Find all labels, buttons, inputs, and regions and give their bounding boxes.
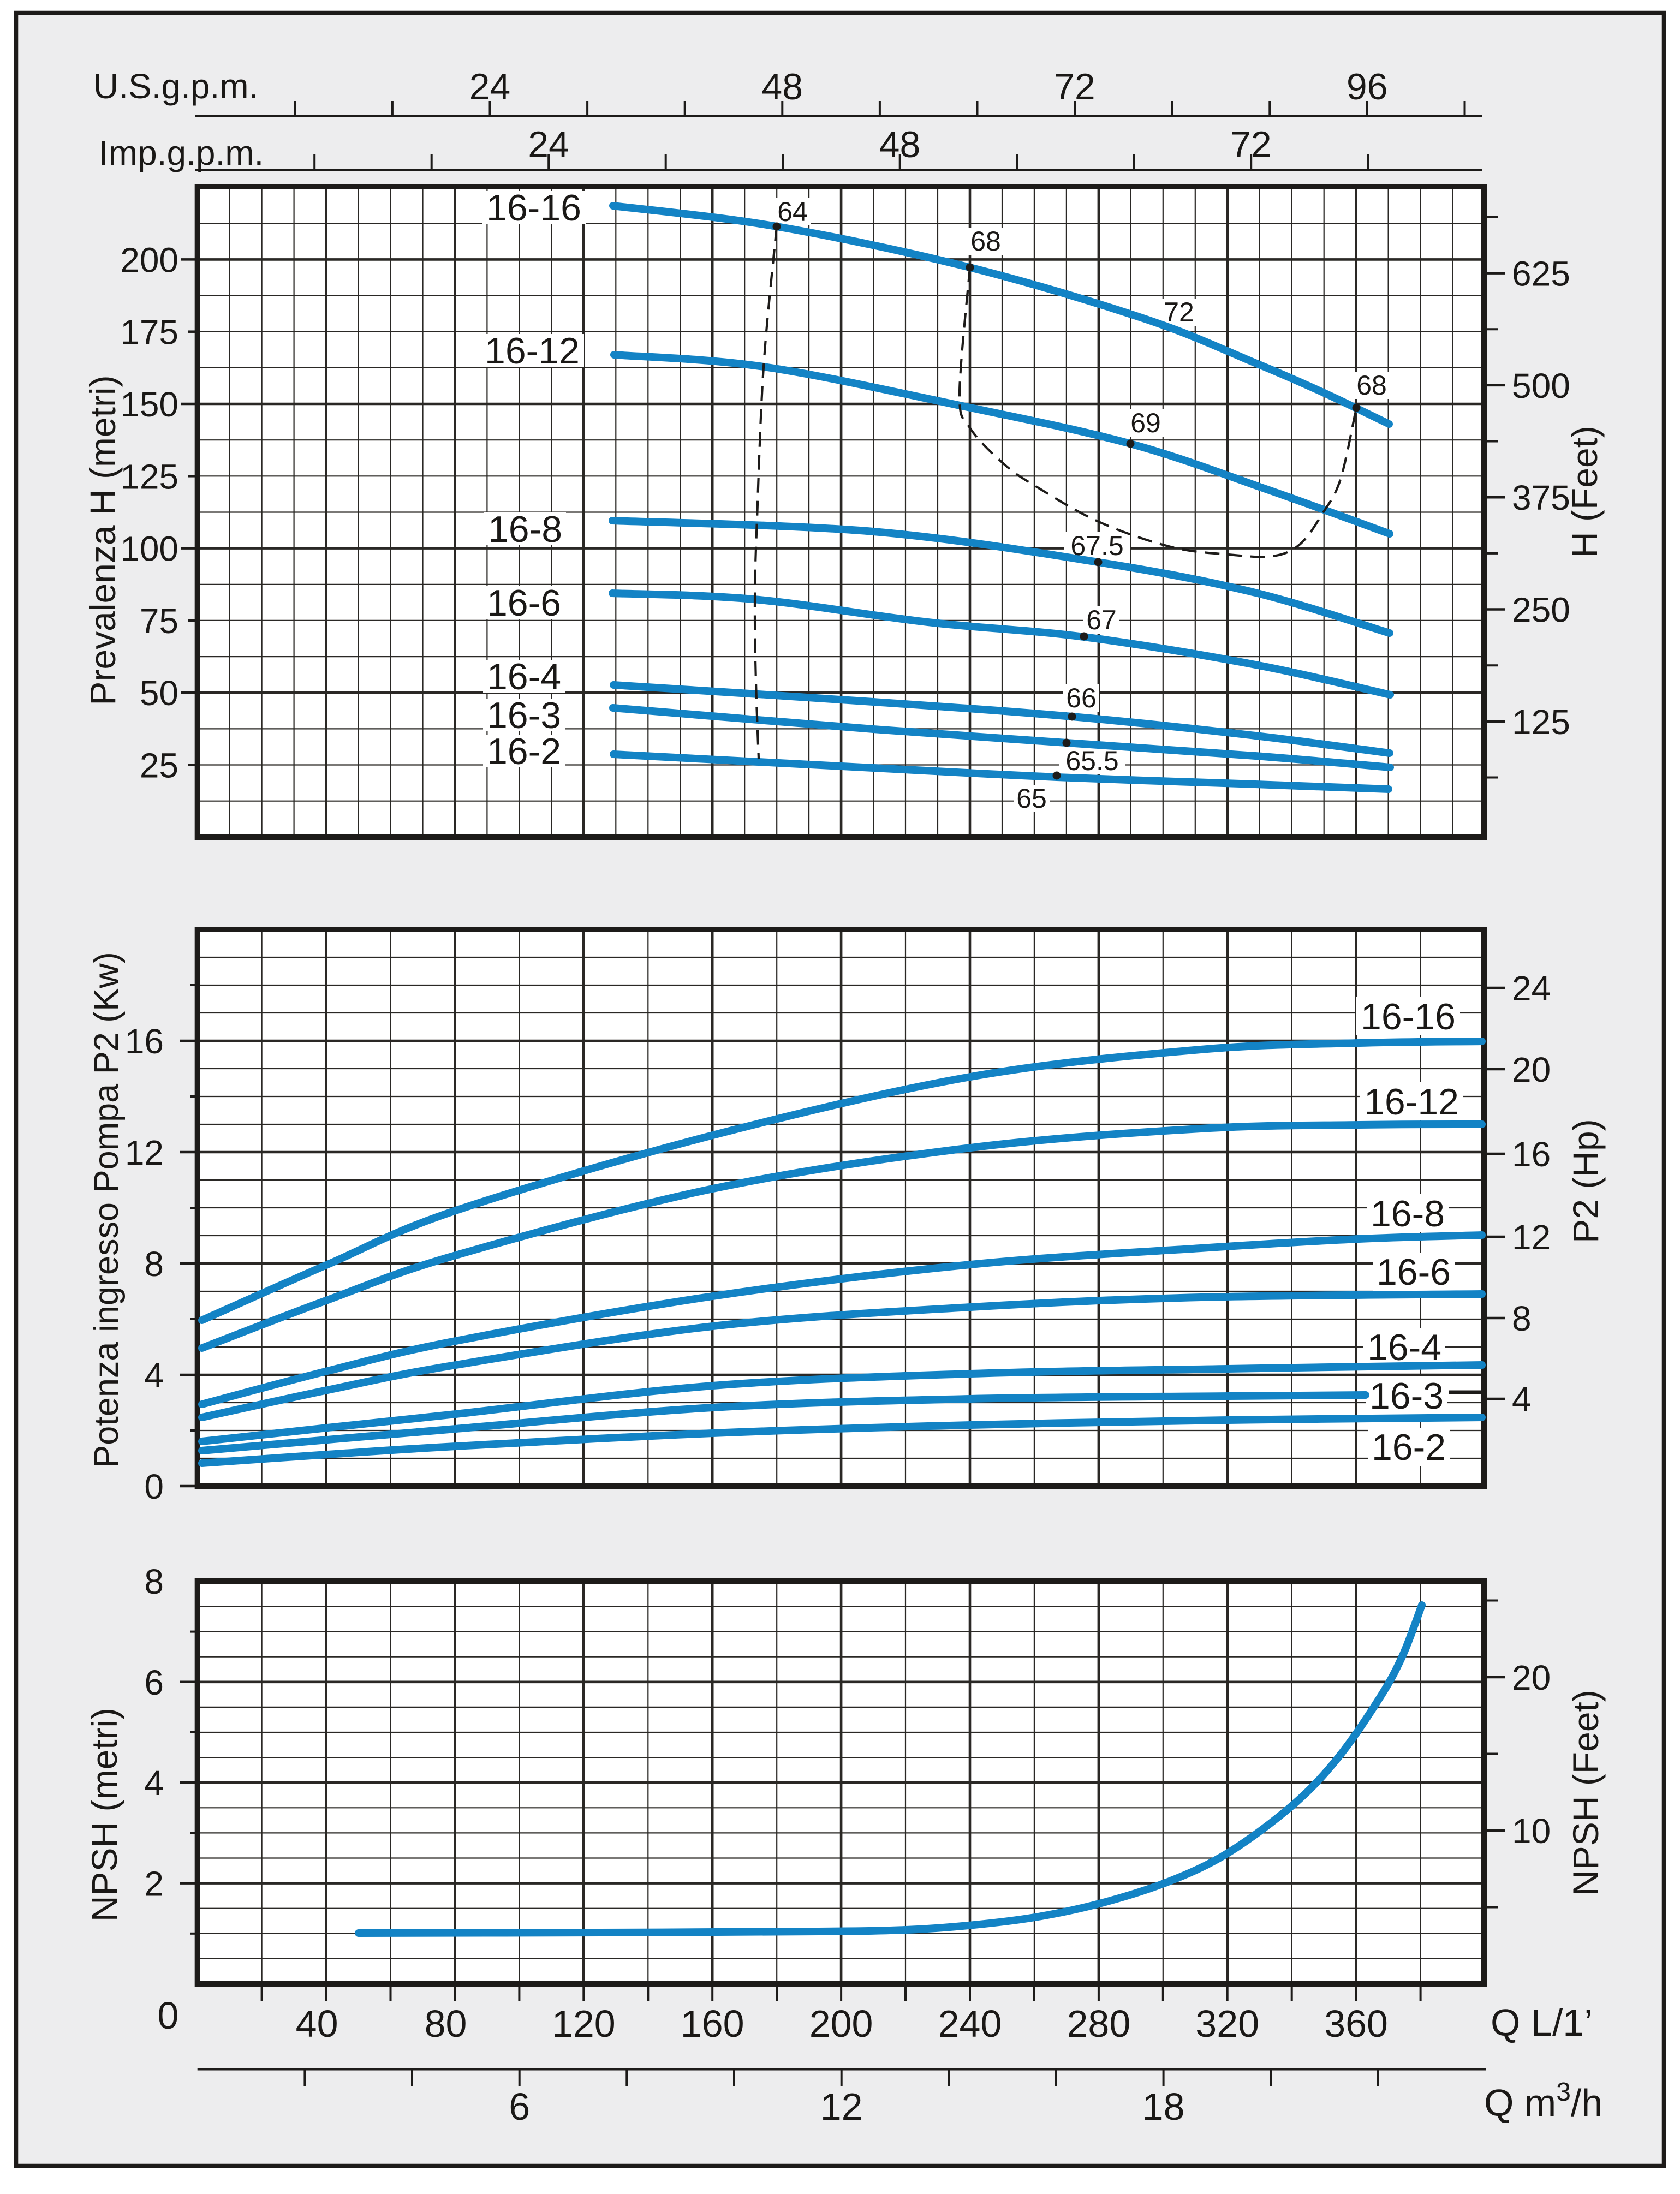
svg-text:16-2: 16-2 xyxy=(1372,1427,1446,1468)
svg-text:68: 68 xyxy=(1356,370,1387,401)
svg-text:16-3: 16-3 xyxy=(1369,1375,1444,1417)
svg-text:75: 75 xyxy=(140,601,178,641)
svg-text:67: 67 xyxy=(1086,605,1117,635)
svg-text:H (Feet): H (Feet) xyxy=(1564,426,1605,558)
svg-text:240: 240 xyxy=(938,2002,1002,2045)
svg-text:200: 200 xyxy=(120,240,178,279)
svg-text:Imp.g.p.m.: Imp.g.p.m. xyxy=(99,133,264,172)
svg-text:125: 125 xyxy=(1512,702,1570,742)
svg-text:360: 360 xyxy=(1324,2002,1388,2045)
svg-text:16-6: 16-6 xyxy=(1377,1251,1451,1293)
svg-text:U.S.g.p.m.: U.S.g.p.m. xyxy=(93,67,258,106)
svg-text:16: 16 xyxy=(125,1022,164,1061)
svg-text:16-3: 16-3 xyxy=(487,695,561,736)
svg-text:20: 20 xyxy=(1512,1050,1551,1089)
svg-text:100: 100 xyxy=(120,529,178,569)
svg-text:16-12: 16-12 xyxy=(485,330,580,372)
svg-text:16-6: 16-6 xyxy=(487,582,561,624)
svg-text:0: 0 xyxy=(158,1994,179,2037)
svg-text:16-4: 16-4 xyxy=(1367,1327,1441,1368)
svg-text:68: 68 xyxy=(970,226,1001,257)
svg-text:200: 200 xyxy=(809,2002,873,2045)
svg-text:96: 96 xyxy=(1347,66,1388,108)
svg-text:125: 125 xyxy=(120,457,178,496)
svg-text:16-12: 16-12 xyxy=(1364,1081,1459,1123)
svg-text:69: 69 xyxy=(1130,408,1161,438)
svg-text:24: 24 xyxy=(528,124,569,165)
svg-text:4: 4 xyxy=(144,1763,164,1803)
svg-text:175: 175 xyxy=(120,313,178,352)
svg-text:25: 25 xyxy=(140,746,178,785)
svg-text:16-2: 16-2 xyxy=(487,731,561,772)
svg-text:16-16: 16-16 xyxy=(1361,996,1456,1038)
svg-text:8: 8 xyxy=(144,1244,164,1284)
svg-text:P2 (Hp): P2 (Hp) xyxy=(1565,1119,1606,1243)
svg-text:12: 12 xyxy=(1512,1218,1551,1257)
svg-text:24: 24 xyxy=(1512,969,1551,1008)
svg-text:375: 375 xyxy=(1512,478,1570,517)
svg-text:16-8: 16-8 xyxy=(1371,1193,1445,1235)
svg-text:50: 50 xyxy=(140,673,178,713)
svg-text:24: 24 xyxy=(469,66,511,108)
svg-text:625: 625 xyxy=(1512,254,1570,294)
svg-text:48: 48 xyxy=(761,66,803,108)
svg-text:4: 4 xyxy=(1512,1380,1532,1419)
svg-text:80: 80 xyxy=(425,2002,467,2045)
svg-text:12: 12 xyxy=(820,2085,863,2128)
svg-text:67.5: 67.5 xyxy=(1070,530,1123,561)
svg-text:40: 40 xyxy=(296,2002,338,2045)
svg-text:500: 500 xyxy=(1512,366,1570,406)
svg-text:Prevalenza H (metri): Prevalenza H (metri) xyxy=(82,375,123,705)
svg-text:6: 6 xyxy=(144,1663,164,1702)
svg-text:150: 150 xyxy=(120,385,178,424)
svg-text:64: 64 xyxy=(777,196,808,227)
svg-text:48: 48 xyxy=(879,124,921,165)
svg-text:Q L/1’: Q L/1’ xyxy=(1491,2001,1593,2044)
svg-text:16-16: 16-16 xyxy=(486,187,581,229)
svg-text:4: 4 xyxy=(144,1356,164,1395)
svg-text:65.5: 65.5 xyxy=(1065,746,1118,776)
svg-text:280: 280 xyxy=(1067,2002,1131,2045)
svg-text:120: 120 xyxy=(552,2002,616,2045)
svg-text:16-8: 16-8 xyxy=(488,509,562,550)
svg-text:8: 8 xyxy=(1512,1299,1532,1338)
svg-text:16-4: 16-4 xyxy=(487,656,561,697)
svg-text:72: 72 xyxy=(1054,66,1095,108)
svg-text:12: 12 xyxy=(125,1133,164,1172)
svg-text:18: 18 xyxy=(1142,2085,1185,2128)
svg-text:NPSH (Feet): NPSH (Feet) xyxy=(1565,1690,1606,1896)
svg-text:72: 72 xyxy=(1164,297,1194,327)
svg-text:NPSH (metri): NPSH (metri) xyxy=(84,1708,124,1922)
svg-text:10: 10 xyxy=(1512,1811,1551,1851)
svg-text:65: 65 xyxy=(1016,783,1047,814)
svg-text:8: 8 xyxy=(144,1562,164,1601)
svg-text:0: 0 xyxy=(144,1467,164,1506)
svg-text:2: 2 xyxy=(144,1864,164,1904)
svg-text:20: 20 xyxy=(1512,1658,1551,1697)
svg-text:320: 320 xyxy=(1195,2002,1259,2045)
svg-text:72: 72 xyxy=(1230,124,1272,165)
svg-text:6: 6 xyxy=(509,2085,530,2128)
svg-text:66: 66 xyxy=(1066,683,1097,713)
svg-text:Potenza ingresso Pompa P2 (Kw): Potenza ingresso Pompa P2 (Kw) xyxy=(87,952,126,1468)
svg-text:160: 160 xyxy=(681,2002,744,2045)
svg-text:16: 16 xyxy=(1512,1135,1551,1174)
svg-text:250: 250 xyxy=(1512,591,1570,630)
svg-text:Q m3/h: Q m3/h xyxy=(1484,2078,1602,2124)
